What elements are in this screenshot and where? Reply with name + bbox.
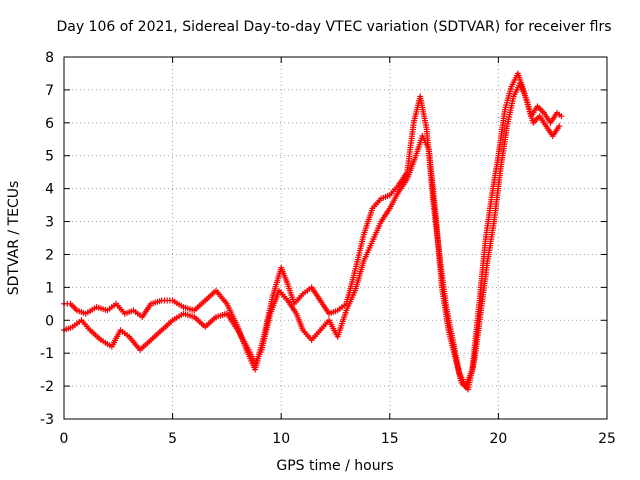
x-tick-label: 15 — [381, 431, 399, 447]
data-point — [556, 123, 563, 130]
y-tick-label: 3 — [45, 215, 54, 231]
x-tick-label: 20 — [489, 431, 507, 447]
y-tick-label: 5 — [45, 149, 54, 165]
x-tick-label: 5 — [168, 431, 177, 447]
x-tick-label: 25 — [598, 431, 616, 447]
y-tick-label: 0 — [45, 313, 54, 329]
y-axis-label: SDTVAR / TECUs — [6, 181, 22, 296]
grid-layer — [64, 57, 607, 419]
y-tick-label: -1 — [40, 346, 54, 362]
chart-title: Day 106 of 2021, Sidereal Day-to-day VTE… — [56, 19, 611, 35]
tick-layer: 0 5 10 15 20 25 -3 -2 -1 0 1 2 3 4 5 6 7 8 — [40, 50, 616, 447]
data-layer — [61, 70, 565, 393]
x-axis-label: GPS time / hours — [276, 458, 393, 474]
y-tick-label: 6 — [45, 116, 54, 132]
y-tick-label: 4 — [45, 182, 54, 198]
y-tick-label: 7 — [45, 83, 54, 99]
y-tick-label: 1 — [45, 280, 54, 296]
y-tick-label: 8 — [45, 50, 54, 66]
series-track-a — [61, 70, 565, 390]
x-tick-label: 10 — [272, 431, 290, 447]
series-track-b — [61, 80, 563, 393]
data-point — [558, 113, 565, 120]
y-tick-label: 2 — [45, 247, 54, 263]
plot-frame — [63, 56, 608, 420]
y-tick-label: -2 — [40, 379, 54, 395]
y-tick-label: -3 — [40, 412, 54, 428]
x-tick-label: 0 — [60, 431, 69, 447]
